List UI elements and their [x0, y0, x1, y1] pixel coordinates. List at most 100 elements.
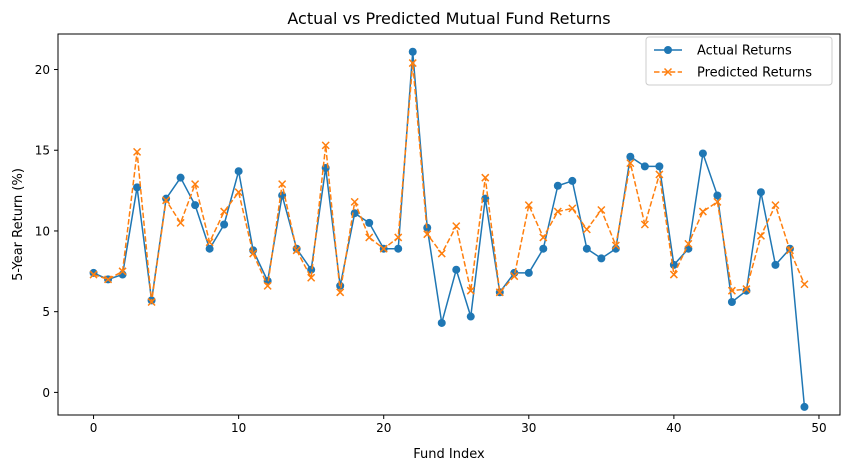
data-point: [640, 162, 649, 171]
x-tick-label: 30: [521, 421, 536, 435]
data-point: [452, 265, 461, 274]
data-point: [800, 280, 809, 289]
data-point: [234, 188, 243, 197]
data-point: [524, 201, 533, 210]
y-tick-label: 0: [42, 386, 50, 400]
data-point: [539, 244, 548, 253]
data-point: [655, 170, 664, 179]
data-point: [423, 230, 432, 239]
data-point: [626, 159, 635, 168]
series-line: [93, 51, 806, 407]
data-point: [771, 201, 780, 210]
data-point: [350, 197, 359, 206]
data-point: [437, 318, 446, 327]
data-point: [524, 268, 533, 277]
series-actual: [89, 47, 809, 411]
data-point: [162, 196, 171, 205]
y-tick-label: 15: [35, 144, 50, 158]
data-point: [582, 244, 591, 253]
x-tick-label: 50: [811, 421, 826, 435]
data-point: [698, 149, 707, 158]
data-point: [234, 167, 243, 176]
legend-marker: [663, 67, 673, 77]
data-point: [408, 59, 417, 68]
data-point: [205, 238, 214, 247]
legend-entry: Actual Returns: [654, 44, 792, 59]
legend-label: Actual Returns: [697, 44, 792, 59]
data-point: [800, 402, 809, 411]
x-tick-label: 0: [90, 421, 98, 435]
data-point: [307, 265, 316, 274]
y-tick-label: 20: [35, 63, 50, 77]
data-point: [727, 286, 736, 295]
data-point: [408, 47, 417, 56]
data-point: [713, 197, 722, 206]
data-point: [495, 288, 504, 297]
x-tick-label: 20: [376, 421, 391, 435]
data-point: [669, 260, 678, 269]
data-point: [466, 312, 475, 321]
data-point: [263, 281, 272, 290]
data-point: [89, 270, 98, 279]
data-point: [176, 173, 185, 182]
plot-frame: [57, 33, 841, 416]
data-point: [742, 285, 751, 294]
data-point: [336, 288, 345, 297]
x-tick-label: 40: [666, 421, 681, 435]
data-point: [597, 205, 606, 215]
x-axis-label: Fund Index: [413, 447, 485, 462]
data-point: [162, 194, 171, 203]
data-point: [553, 181, 562, 190]
data-point: [321, 141, 330, 150]
data-point: [133, 147, 142, 156]
y-axis-label: 5-Year Return (%): [11, 168, 26, 281]
data-point: [394, 244, 403, 253]
data-point: [394, 233, 403, 242]
data-point: [365, 233, 374, 242]
data-point: [568, 204, 577, 213]
data-point: [597, 254, 606, 263]
data-point: [582, 225, 591, 234]
y-axis: 0 5 10 15 20: [35, 63, 58, 400]
data-point: [684, 239, 693, 248]
x-axis: 0 10 20 30 40 50: [90, 415, 827, 435]
legend-box: [645, 36, 833, 86]
chart-title: Actual vs Predicted Mutual Fund Returns: [287, 9, 610, 28]
series-line: [93, 62, 806, 303]
data-point: [365, 218, 374, 227]
data-point: [278, 180, 287, 189]
plot-area: [89, 47, 809, 411]
data-point: [553, 207, 562, 216]
data-point: [379, 244, 388, 253]
legend-marker: [664, 46, 672, 54]
data-point: [220, 207, 229, 216]
data-point: [669, 270, 678, 279]
data-point: [713, 191, 722, 200]
data-point: [756, 231, 765, 240]
data-point: [568, 176, 577, 185]
legend: Actual Returns Predicted Returns: [645, 36, 833, 86]
data-point: [147, 297, 156, 307]
data-point: [118, 267, 127, 276]
series-predicted: [89, 59, 809, 307]
data-point: [191, 180, 200, 189]
legend-label: Predicted Returns: [697, 66, 812, 81]
data-point: [205, 244, 214, 253]
data-point: [727, 297, 736, 306]
data-point: [220, 220, 229, 229]
data-point: [626, 152, 635, 161]
y-tick-label: 10: [35, 224, 50, 238]
data-point: [771, 260, 780, 269]
data-point: [307, 273, 316, 282]
data-point: [698, 207, 707, 216]
data-point: [510, 272, 519, 281]
data-point: [176, 218, 185, 227]
data-point: [191, 201, 200, 210]
data-point: [785, 246, 794, 255]
data-point: [640, 220, 649, 229]
data-point: [539, 233, 548, 242]
data-point: [133, 183, 142, 192]
data-point: [611, 241, 620, 250]
data-point: [292, 244, 301, 253]
